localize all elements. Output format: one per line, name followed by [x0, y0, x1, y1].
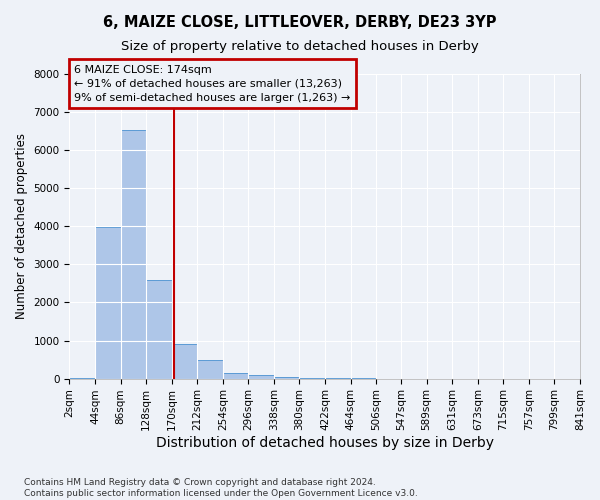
Text: Size of property relative to detached houses in Derby: Size of property relative to detached ho…	[121, 40, 479, 53]
Bar	[223, 373, 248, 378]
X-axis label: Distribution of detached houses by size in Derby: Distribution of detached houses by size …	[156, 436, 494, 450]
Y-axis label: Number of detached properties: Number of detached properties	[15, 134, 28, 320]
Bar	[197, 360, 223, 378]
Bar	[95, 226, 121, 378]
Bar	[146, 280, 172, 378]
Bar	[274, 376, 299, 378]
Bar	[172, 344, 197, 378]
Bar	[121, 130, 146, 378]
Bar	[248, 375, 274, 378]
Text: 6 MAIZE CLOSE: 174sqm
← 91% of detached houses are smaller (13,263)
9% of semi-d: 6 MAIZE CLOSE: 174sqm ← 91% of detached …	[74, 64, 350, 102]
Text: 6, MAIZE CLOSE, LITTLEOVER, DERBY, DE23 3YP: 6, MAIZE CLOSE, LITTLEOVER, DERBY, DE23 …	[103, 15, 497, 30]
Text: Contains HM Land Registry data © Crown copyright and database right 2024.
Contai: Contains HM Land Registry data © Crown c…	[24, 478, 418, 498]
